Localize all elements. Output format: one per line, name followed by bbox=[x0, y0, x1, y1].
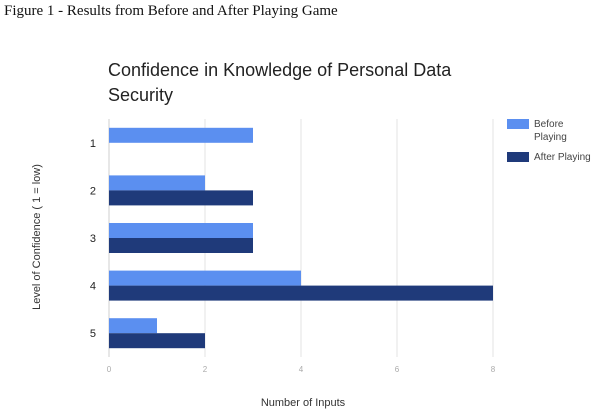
legend-swatch-before bbox=[507, 119, 529, 129]
bar-after-level-3 bbox=[109, 238, 253, 253]
bar-after-level-4 bbox=[109, 285, 493, 301]
legend-label-after: After Playing bbox=[534, 152, 591, 163]
bars bbox=[109, 127, 493, 349]
legend: Before Playing After Playing bbox=[507, 119, 591, 163]
chart-title-line-1: Confidence in Knowledge of Personal Data bbox=[108, 60, 452, 80]
bar-before-level-2 bbox=[109, 175, 205, 191]
bar-before-level-4 bbox=[109, 270, 301, 286]
x-tick-label: 6 bbox=[395, 365, 400, 374]
x-tick-label: 4 bbox=[299, 365, 304, 374]
x-tick-label: 2 bbox=[203, 365, 208, 374]
y-tick-label: 4 bbox=[90, 281, 96, 293]
y-tick-label: 1 bbox=[90, 138, 96, 150]
bar-before-level-5 bbox=[109, 318, 157, 334]
bar-before-level-3 bbox=[109, 223, 253, 238]
bar-after-level-2 bbox=[109, 190, 253, 206]
legend-label-before-line-1: Before bbox=[534, 119, 564, 130]
x-tick-label: 8 bbox=[491, 365, 496, 374]
y-axis-label: Level of Confidence ( 1 = low) bbox=[31, 164, 43, 310]
figure-caption: Figure 1 - Results from Before and After… bbox=[4, 3, 338, 19]
bar-before-level-1 bbox=[109, 127, 253, 143]
bar-after-level-5 bbox=[109, 333, 205, 349]
chart-title-line-2: Security bbox=[108, 85, 173, 105]
x-tick-labels: 0 2 4 6 8 bbox=[107, 365, 496, 374]
y-tick-label: 3 bbox=[90, 233, 96, 245]
legend-label-before-line-2: Playing bbox=[534, 132, 567, 143]
x-axis-label: Number of Inputs bbox=[261, 397, 346, 409]
x-tick-label: 0 bbox=[107, 365, 112, 374]
y-tick-labels: 1 2 3 4 5 bbox=[90, 138, 96, 340]
y-tick-label: 2 bbox=[90, 185, 96, 197]
y-tick-label: 5 bbox=[90, 328, 96, 340]
legend-swatch-after bbox=[507, 152, 529, 162]
